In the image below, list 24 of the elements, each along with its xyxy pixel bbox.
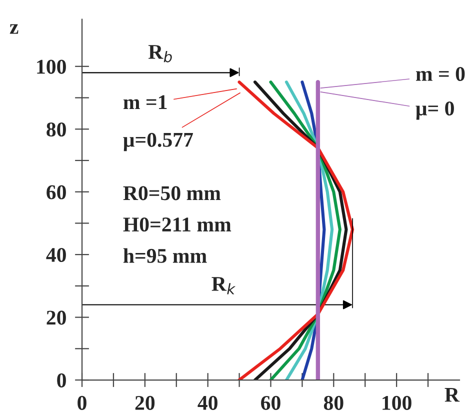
x-tick-label: 80 (324, 396, 344, 410)
annotation: H0=211 mm (123, 217, 232, 232)
y-tick-label: 40 (46, 248, 66, 262)
annotation: h=95 mm (123, 248, 207, 263)
y-tick-label: 80 (46, 122, 66, 137)
annotation: m =1 (123, 95, 167, 110)
y-tick-label: 100 (37, 60, 66, 74)
line-series (238, 80, 354, 380)
x-axis-title: R (444, 388, 460, 402)
x-tick-label: 60 (261, 396, 280, 410)
x-tick-label: 0 (78, 396, 86, 410)
x-tick-label: 100 (382, 396, 412, 410)
annotation: μ= 0 (416, 101, 454, 120)
y-tick-label: 60 (46, 185, 66, 200)
annotation: μ=0.577 (123, 132, 193, 152)
annotation: m = 0 (416, 66, 465, 82)
y-axis-title: z (10, 24, 18, 34)
annotation: R$_{k}$ (212, 277, 236, 294)
y-tick-label: 0 (57, 373, 66, 388)
y-tick-label: 20 (46, 310, 66, 325)
x-tick-label: 20 (135, 396, 155, 410)
annotation: R$_{b}$ (148, 45, 172, 62)
annotation: R0=50 mm (123, 186, 221, 200)
x-tick-label: 40 (198, 396, 218, 410)
